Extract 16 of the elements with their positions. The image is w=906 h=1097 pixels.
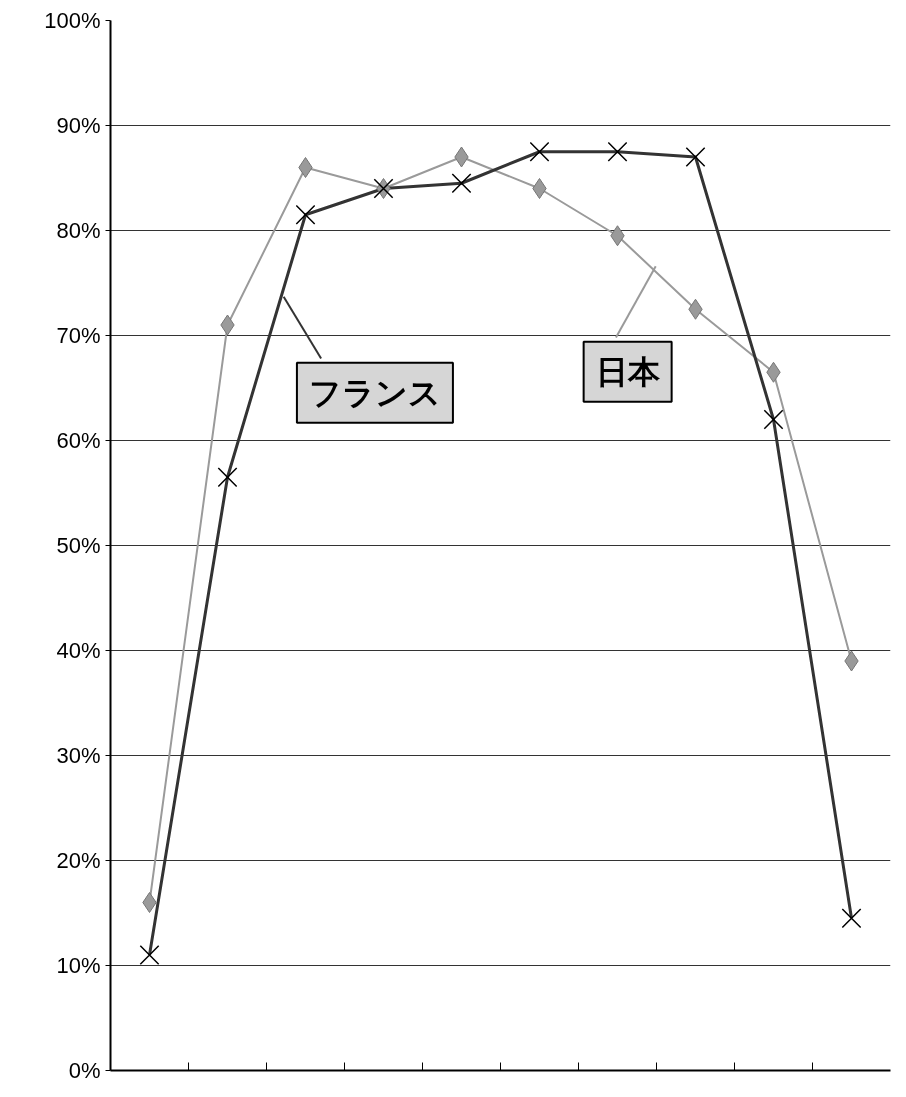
y-tick-label: 100% [44,8,101,33]
legend-label: フランス [308,374,441,411]
y-tick-label: 80% [56,218,101,243]
y-tick-label: 70% [56,323,101,348]
point [532,178,547,199]
y-tick-label: 20% [56,848,101,873]
y-tick-label: 10% [56,953,101,978]
y-tick-label: 30% [56,743,101,768]
y-tick-label: 40% [56,638,101,663]
y-tick-label: 60% [56,428,101,453]
y-tick-label: 0% [68,1058,101,1083]
point [298,157,313,178]
legend-label: 日本 [595,353,661,390]
y-tick-label: 50% [56,533,101,558]
point [142,892,157,913]
y-tick-label: 90% [56,113,101,138]
